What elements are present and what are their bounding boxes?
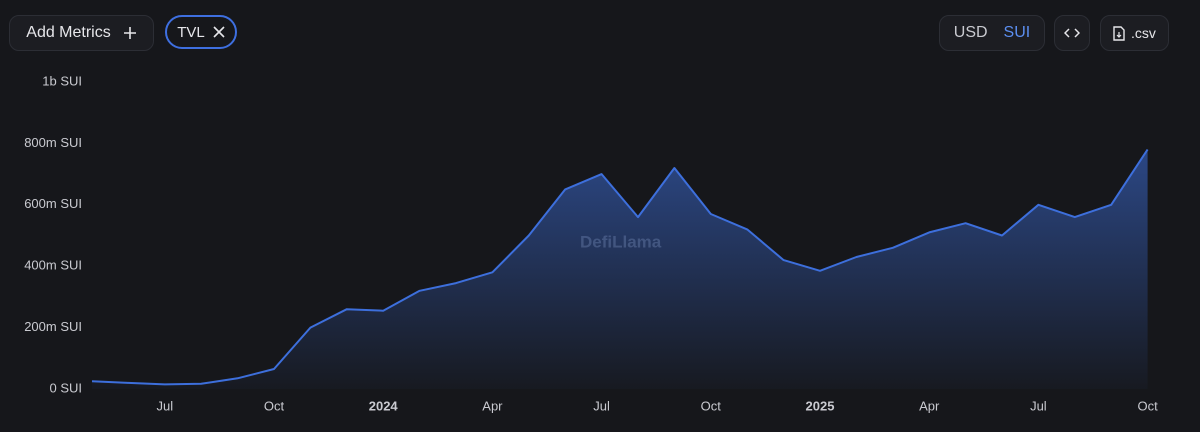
x-tick-label: Apr — [919, 398, 940, 413]
x-tick-label: 2025 — [806, 398, 835, 413]
csv-label: .csv — [1131, 25, 1156, 41]
y-tick-label: 400m SUI — [24, 258, 82, 273]
add-metrics-label: Add Metrics — [26, 24, 111, 41]
tvl-area — [92, 149, 1148, 389]
y-tick-label: 0 SUI — [49, 380, 82, 395]
embed-button[interactable] — [1054, 15, 1090, 51]
code-icon — [1064, 28, 1080, 38]
x-tick-label: 2024 — [369, 398, 399, 413]
file-icon — [1113, 25, 1125, 41]
currency-option[interactable]: USD — [953, 24, 988, 41]
x-tick-label: Oct — [264, 398, 285, 413]
currency-option[interactable]: SUI — [1003, 24, 1031, 41]
x-tick-label: Jul — [156, 398, 173, 413]
y-tick-label: 1b SUI — [42, 73, 82, 88]
csv-button[interactable]: .csv — [1100, 15, 1169, 51]
close-icon — [213, 26, 225, 38]
x-tick-label: Oct — [1137, 398, 1158, 413]
y-tick-label: 800m SUI — [24, 135, 82, 150]
add-metrics-button[interactable]: Add Metrics — [9, 15, 154, 51]
tvl-line — [91, 148, 1149, 386]
plus-icon — [123, 27, 136, 39]
y-tick-label: 200m SUI — [24, 319, 82, 334]
x-tick-label: Jul — [593, 398, 610, 413]
tvl-pill[interactable]: TVL — [165, 15, 237, 49]
y-tick-label: 600m SUI — [24, 196, 82, 211]
watermark: DefiLlama — [580, 232, 662, 251]
currency-toggle: USD SUI — [939, 15, 1045, 51]
tvl-label: TVL — [177, 23, 205, 41]
x-tick-label: Jul — [1030, 398, 1047, 413]
x-tick-label: Oct — [701, 398, 722, 413]
x-tick-label: Apr — [482, 398, 503, 413]
